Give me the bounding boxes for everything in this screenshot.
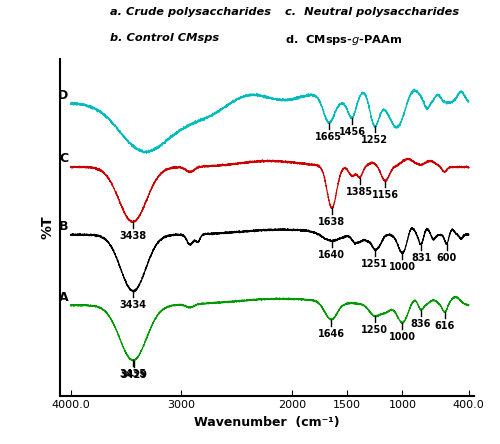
Text: B: B xyxy=(59,220,69,233)
Text: 1250: 1250 xyxy=(362,325,388,335)
Text: 836: 836 xyxy=(410,318,430,329)
Text: 1385: 1385 xyxy=(346,187,374,197)
Text: 1640: 1640 xyxy=(318,250,345,260)
X-axis label: Wavenumber  (cm⁻¹): Wavenumber (cm⁻¹) xyxy=(194,416,340,429)
Y-axis label: %T: %T xyxy=(40,216,54,239)
Text: 1000: 1000 xyxy=(389,332,416,342)
Text: 831: 831 xyxy=(411,254,432,263)
Text: d.  CMsps-$\mathit{g}$-PAAm: d. CMsps-$\mathit{g}$-PAAm xyxy=(285,33,403,48)
Text: 3429: 3429 xyxy=(120,370,148,380)
Text: A: A xyxy=(59,291,69,304)
Text: 600: 600 xyxy=(436,253,457,263)
Text: 1156: 1156 xyxy=(372,190,398,200)
Text: 1665: 1665 xyxy=(316,132,342,142)
Text: a. Crude polysaccharides: a. Crude polysaccharides xyxy=(110,7,271,17)
Text: 1252: 1252 xyxy=(361,135,388,145)
Text: 3435: 3435 xyxy=(120,369,146,379)
Text: 616: 616 xyxy=(434,321,455,331)
Text: C: C xyxy=(60,152,68,165)
Text: 1251: 1251 xyxy=(361,259,388,269)
Text: 1000: 1000 xyxy=(389,262,416,272)
Text: 1646: 1646 xyxy=(318,329,344,338)
Text: 3438: 3438 xyxy=(119,231,146,241)
Text: 1456: 1456 xyxy=(338,127,365,137)
Text: b. Control CMsps: b. Control CMsps xyxy=(110,33,219,44)
Text: c.  Neutral polysaccharides: c. Neutral polysaccharides xyxy=(285,7,459,17)
Text: 1638: 1638 xyxy=(318,217,345,226)
Text: D: D xyxy=(58,89,68,102)
Text: 3434: 3434 xyxy=(120,300,146,309)
